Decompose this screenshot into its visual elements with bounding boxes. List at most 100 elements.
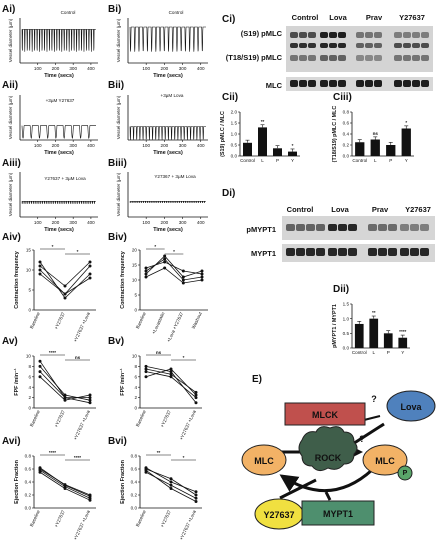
- x-tick-label: Y: [291, 158, 294, 163]
- data-point: [63, 487, 67, 490]
- y-tick-label: 0.2: [131, 493, 138, 498]
- data-point: [169, 487, 173, 490]
- mlc-left-ellipse: [241, 444, 287, 476]
- data-point: [194, 500, 198, 503]
- bar: [355, 142, 365, 156]
- blot-band: [412, 43, 420, 48]
- data-point: [144, 266, 148, 270]
- x-tick-label: P: [389, 158, 392, 163]
- blot-band: [328, 224, 337, 231]
- significance-label: *: [154, 244, 156, 249]
- x-tick-label: L: [374, 158, 377, 163]
- data-point: [38, 375, 42, 379]
- y-tick-label: 10: [132, 354, 138, 359]
- blot-band: [400, 224, 409, 231]
- y27637-label: Y27637: [263, 510, 294, 520]
- data-point: [88, 401, 92, 405]
- x-tick-label: Y: [401, 350, 404, 355]
- mlck-label: MLCK: [312, 410, 338, 420]
- y-tick-label: 1.0: [343, 316, 350, 321]
- trace-x-axis-title: Time (secs): [153, 227, 183, 233]
- mlc-right-label: MLC: [375, 456, 395, 466]
- trace-panel-Aiii: Y27637 + 3µM Lova 100 200 300 400 Time (secs…: [8, 172, 98, 233]
- label-Aii: Aii): [2, 80, 18, 91]
- y-axis-title: Ejection Fraction: [120, 460, 126, 504]
- blot-band: [412, 55, 420, 61]
- data-point: [38, 268, 42, 272]
- y-tick-label: 0.0: [343, 154, 350, 159]
- trace-x-tick-label: 400: [197, 143, 205, 148]
- data-point: [181, 281, 185, 285]
- lova-ellipse: [386, 390, 436, 422]
- data-point: [194, 393, 198, 397]
- trace-x-axis-title: Time (secs): [153, 150, 183, 156]
- trace-x-tick-label: 300: [69, 66, 77, 71]
- blotC-col-control: Control: [292, 13, 319, 22]
- blot-band: [403, 43, 411, 48]
- trace-waveform: [21, 125, 96, 140]
- x-tick-label: +Y27637: [160, 509, 173, 528]
- x-tick-label: +Y27637 +Lova: [73, 509, 91, 541]
- blot-band: [365, 80, 373, 87]
- trace-x-axis-title: Time (secs): [44, 73, 74, 79]
- mlc-left-label: MLC: [254, 456, 274, 466]
- data-point: [38, 470, 42, 474]
- label-Cii: Cii): [222, 92, 238, 103]
- blot-band: [329, 32, 337, 38]
- bar: [273, 148, 282, 156]
- x-tick-label: +Y27637 +Lova: [73, 311, 91, 343]
- blot-band: [420, 248, 429, 256]
- trace-title-Biii: Y27367 + 3µM Lova: [154, 174, 196, 179]
- y-tick-label: 1.5: [343, 302, 350, 307]
- trace-x-tick-label: 300: [179, 66, 187, 71]
- blot-band: [356, 80, 364, 87]
- pathway-diagram-E: MLCK Lova ? ? ROCK MLC MLC P Y27637 MYPT…: [241, 390, 436, 530]
- y-tick-label: 2: [28, 395, 31, 400]
- blot-band: [328, 248, 337, 256]
- blotD-col-lova: Lova: [331, 205, 349, 214]
- bar: [401, 128, 411, 156]
- chart-Bvi: 0.0 0.2 0.4 0.6 0.8 Ejection Fraction Baseline…: [120, 450, 202, 541]
- data-point: [88, 260, 92, 264]
- rock-cloud: [298, 426, 358, 472]
- blot-band: [299, 43, 307, 48]
- x-tick-label: Control: [352, 350, 367, 355]
- y-tick-label: 0.5: [231, 143, 238, 148]
- blot-band: [299, 32, 307, 38]
- question-mark-1: ?: [371, 394, 377, 404]
- blot-band: [290, 32, 298, 38]
- blot-band: [378, 224, 387, 231]
- blot-band: [320, 43, 328, 48]
- data-point: [88, 498, 92, 502]
- y-tick-label: 5: [28, 288, 31, 293]
- blot-band: [356, 43, 364, 48]
- data-point: [200, 275, 204, 279]
- y-tick-label: 2: [134, 395, 137, 400]
- y-tick-label: 0.0: [131, 506, 138, 511]
- lova-label: Lova: [400, 402, 422, 412]
- y-tick-label: 2.0: [231, 110, 238, 115]
- trace-x-tick-label: 300: [179, 220, 187, 225]
- blotC-col-prav: Prav: [366, 13, 383, 22]
- blot-band: [374, 55, 382, 61]
- bar: [398, 337, 408, 348]
- significance-label: ****: [49, 450, 56, 455]
- data-point: [194, 496, 198, 500]
- blot-band: [365, 32, 373, 38]
- significance-label: *: [183, 455, 185, 460]
- label-Ai: Ai): [2, 4, 15, 15]
- data-point: [144, 364, 148, 368]
- y-axis-title: pMYPT1 / MYPT1: [332, 304, 338, 348]
- trace-y-axis-title: Vessel diameter (µm): [8, 18, 13, 62]
- significance-label: *: [77, 249, 79, 254]
- trace-x-tick-label: 400: [87, 66, 95, 71]
- x-tick-label: Baseline: [135, 509, 147, 527]
- y-axis-title: (S19) pMLC / MLC: [220, 111, 226, 157]
- trace-title-Aiii: Y27637 + 3µM Lova: [44, 176, 86, 181]
- data-point: [144, 367, 148, 371]
- trace-y-axis-title: Vessel diameter (µm): [8, 172, 13, 216]
- y-tick-label: 0.5: [343, 331, 350, 336]
- blot-band: [421, 32, 429, 38]
- data-point: [38, 370, 42, 374]
